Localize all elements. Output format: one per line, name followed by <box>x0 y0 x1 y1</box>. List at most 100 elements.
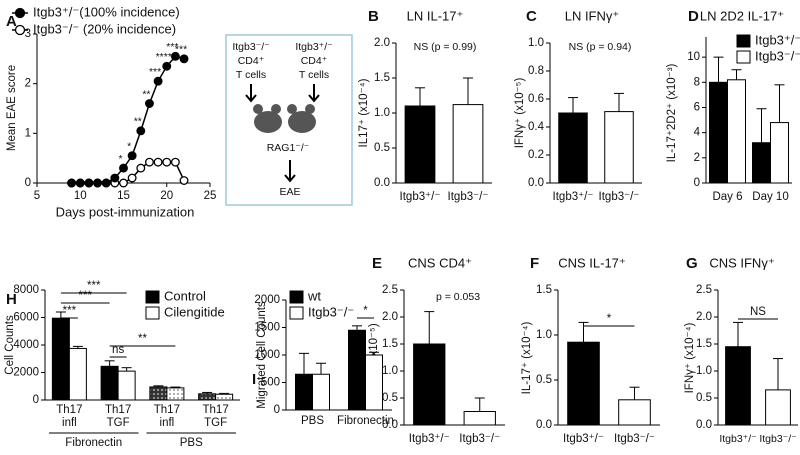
y-tick-label: 0 <box>274 404 280 416</box>
point <box>127 151 137 161</box>
x-tick-label: 15 <box>117 190 130 202</box>
y-tick-label: 6 <box>694 102 700 114</box>
y-tick-label: 0.0 <box>374 177 390 189</box>
y-tick-label: 2.0 <box>382 311 398 323</box>
bar <box>770 122 789 184</box>
y-tick-label: 1.0 <box>374 107 390 119</box>
legend-swatch <box>145 290 160 304</box>
point <box>179 54 189 64</box>
bar <box>765 389 791 426</box>
x-tick-label: Th17 <box>56 404 82 416</box>
y-tick-label: 2.5 <box>696 284 712 296</box>
legend-marker <box>14 7 26 19</box>
x-tick-label: PBS <box>301 415 324 427</box>
significance-label: ** <box>142 88 150 100</box>
y-tick-label: 2 <box>694 152 700 164</box>
point <box>110 173 120 183</box>
significance-label: * <box>363 305 368 317</box>
y-axis-label: IFNγ⁺ (x10⁻⁴) <box>684 322 696 393</box>
donor-cells: CD4⁺ <box>301 55 328 67</box>
legend-swatch <box>289 306 304 320</box>
x-tick-label: Itgb3⁺/⁻ <box>553 191 594 203</box>
panel-title: CNS IL-17⁺ <box>558 255 626 270</box>
donor-cell-type: T cells <box>236 69 266 81</box>
point <box>75 178 85 188</box>
y-tick-label: 0 <box>33 394 39 406</box>
x-tick-label: TGF <box>204 417 227 429</box>
point <box>67 178 77 188</box>
annotation: NS (p = 0.99) <box>414 41 477 53</box>
legend-swatch <box>736 50 751 64</box>
donor-genotype: Itgb3⁺/⁻ <box>295 41 333 53</box>
y-tick-label: 1.5 <box>536 284 552 296</box>
y-axis-label: Cell Counts <box>4 315 16 375</box>
bar <box>567 341 600 426</box>
bar <box>727 79 746 184</box>
outcome: EAE <box>279 186 300 198</box>
y-tick-label: 1.5 <box>382 338 398 350</box>
y-tick-label: 0.0 <box>382 419 398 431</box>
bar <box>68 347 87 401</box>
x-tick-label: infl <box>160 417 175 429</box>
bar <box>166 387 185 401</box>
x-tick-label: Itgb3⁺/⁻ <box>563 433 604 445</box>
x-tick-label: Th17 <box>154 404 180 416</box>
recipient: RAG1⁻/⁻ <box>267 142 310 154</box>
y-axis-label: IL-17⁺ (x10⁻⁴) <box>521 321 533 394</box>
bar <box>558 112 588 184</box>
bar <box>51 317 70 401</box>
legend-swatch <box>289 290 304 304</box>
y-tick-label: 1.0 <box>536 329 552 341</box>
donor-genotype: Itgb3⁻/⁻ <box>232 41 270 53</box>
diagram-box <box>225 34 353 206</box>
y-tick-label: 1.0 <box>696 365 712 377</box>
x-tick-label: Th17 <box>105 404 131 416</box>
y-axis-label: IL17⁺ (x10⁻⁴) <box>358 78 370 147</box>
legend-label: Control <box>164 288 206 303</box>
significance-label: * <box>127 140 131 152</box>
point <box>179 176 189 185</box>
significance-label: ** <box>134 116 142 128</box>
point <box>136 126 146 136</box>
point <box>93 178 102 188</box>
y-tick-label: 0.5 <box>696 392 712 404</box>
panel-title: CNS CD4⁺ <box>408 255 472 270</box>
legend-label: Cilengitide <box>164 304 225 319</box>
panel-letter: A <box>6 13 17 30</box>
bar <box>709 81 728 184</box>
y-tick-label: 0.8 <box>528 65 544 77</box>
significance-label: **** <box>156 51 172 63</box>
legend-label: Itgb3⁺/⁻ <box>755 32 800 47</box>
legend-label: Itgb3⁻/⁻ <box>308 304 354 319</box>
y-tick-label: 0.6 <box>528 93 544 105</box>
panel-title: LN IFNγ⁺ <box>565 8 620 23</box>
y-axis-label: IFNγ⁺ (x10⁻⁵) <box>514 78 526 149</box>
legend-label: Itgb3⁺/⁻(100% incidence) <box>33 4 180 19</box>
y-axis-label: IL-17⁺2D2⁺ (x10⁻³) <box>666 63 678 162</box>
y-tick-label: 0 <box>25 177 31 189</box>
bar <box>117 370 136 401</box>
y-tick-label: 10 <box>687 51 700 63</box>
panel-letter: B <box>368 8 379 25</box>
bar <box>604 111 634 184</box>
bar <box>100 365 119 401</box>
legend-swatch <box>736 34 751 48</box>
y-tick-label: 2.5 <box>382 284 398 296</box>
y-tick-label: 2.0 <box>696 311 712 323</box>
legend-label: Itgb3⁻/⁻ (20% incidence) <box>33 21 176 36</box>
y-tick-label: 0.2 <box>528 149 544 161</box>
significance-label: * <box>118 153 122 165</box>
y-tick-label: 0.5 <box>374 142 390 154</box>
annotation: p = 0.053 <box>436 291 480 303</box>
x-tick-label: Itgb3⁺/⁻ <box>719 433 757 445</box>
bar <box>404 105 436 184</box>
y-tick-label: 0.5 <box>536 374 552 386</box>
x-tick-label: Day 10 <box>752 191 788 203</box>
bar <box>618 399 651 426</box>
y-tick-label: 0.0 <box>528 177 544 189</box>
bar <box>463 411 496 426</box>
y-tick-label: 0.0 <box>696 419 712 431</box>
panel-letter: H <box>6 291 17 308</box>
x-tick-label: TGF <box>107 417 130 429</box>
